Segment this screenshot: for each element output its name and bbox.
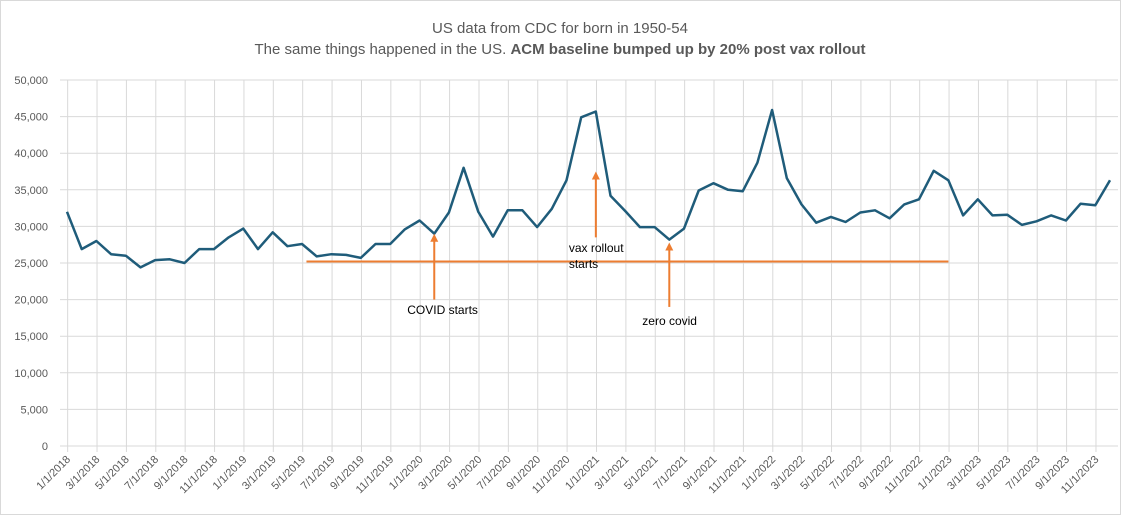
y-tick-label: 45,000: [14, 112, 48, 124]
y-tick-label: 50,000: [14, 75, 48, 87]
annotation-label: zero covid: [642, 314, 697, 328]
y-tick-label: 40,000: [14, 148, 48, 160]
y-tick-label: 5,000: [20, 404, 48, 416]
y-tick-label: 30,000: [14, 221, 48, 233]
annotation-label: starts: [569, 257, 598, 271]
series-line: [65, 108, 1112, 269]
chart-subtitle: The same things happened in the US. ACM …: [254, 41, 865, 58]
arrow-head-icon: [665, 242, 674, 251]
y-tick-label: 20,000: [14, 295, 48, 307]
annotation-label: vax rollout: [569, 241, 624, 255]
subtitle-bold: ACM baseline bumped up by 20% post vax r…: [510, 41, 865, 58]
chart-title: US data from CDC for born in 1950-54: [432, 20, 688, 37]
arrow-head-icon: [430, 233, 439, 242]
y-tick-label: 35,000: [14, 185, 48, 197]
y-tick-label: 0: [42, 441, 48, 453]
y-tick-label: 10,000: [14, 368, 48, 380]
subtitle-plain: The same things happened in the US.: [254, 41, 510, 58]
arrow-head-icon: [591, 171, 600, 180]
y-tick-label: 15,000: [14, 331, 48, 343]
annotation-label: COVID starts: [407, 303, 478, 317]
y-tick-label: 25,000: [14, 258, 48, 270]
